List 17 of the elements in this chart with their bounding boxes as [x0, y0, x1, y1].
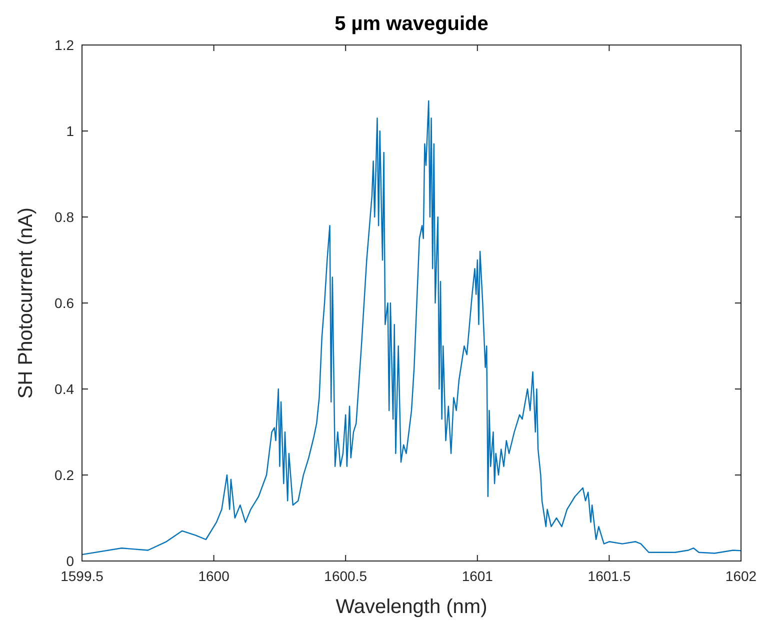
y-axis-title: SH Photocurrent (nA) — [15, 207, 37, 399]
x-tick-label: 1599.5 — [60, 568, 104, 584]
x-tick-label: 1601.5 — [588, 568, 631, 584]
x-tick-label: 1601 — [462, 568, 494, 584]
x-tick-label: 1600 — [198, 568, 230, 584]
y-tick-label: 0.4 — [54, 380, 74, 397]
y-tick-label: 1.2 — [54, 36, 74, 53]
x-tick-label: 1600.5 — [324, 568, 368, 584]
x-tick-label: 1602 — [725, 568, 757, 584]
y-tick-label: 0 — [66, 552, 74, 569]
y-tick-label: 1 — [66, 122, 74, 139]
line-series — [81, 100, 742, 556]
y-tick-label: 0.2 — [54, 466, 74, 483]
x-axis-title: Wavelength (nm) — [336, 596, 488, 618]
y-tick-label: 0.8 — [54, 208, 74, 225]
chart-title: 5 µm waveguide — [334, 13, 488, 35]
y-tick-label: 0.6 — [54, 294, 74, 311]
